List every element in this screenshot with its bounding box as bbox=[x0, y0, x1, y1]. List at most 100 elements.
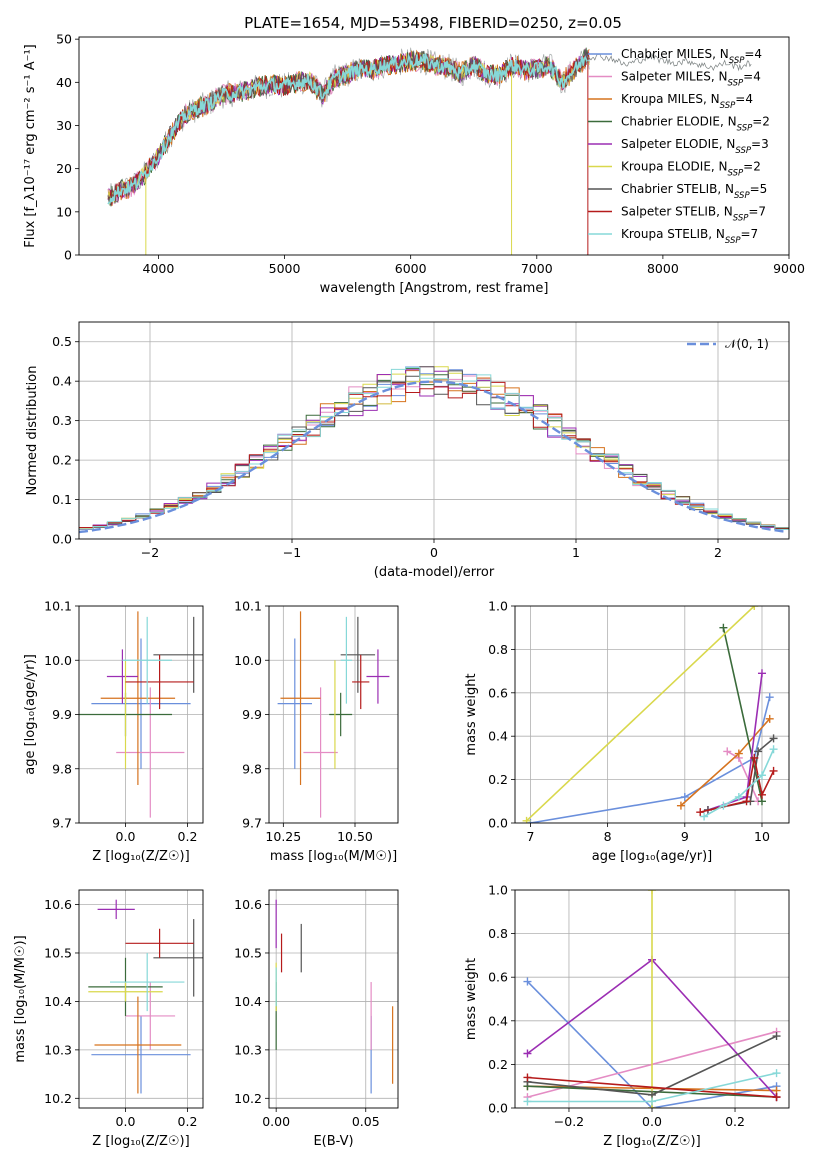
y-tick-label: 0.0 bbox=[52, 532, 72, 547]
spectrum-line bbox=[107, 52, 590, 205]
legend-entry: Salpeter STELIB, NSSP=7 bbox=[621, 205, 766, 224]
x-axis-label: Z [log₁₀(Z/Z☉)] bbox=[92, 849, 189, 864]
legend-entry: Chabrier STELIB, NSSP=5 bbox=[621, 182, 767, 201]
y-axis-label: mass weight bbox=[464, 673, 479, 755]
x-tick-label: 7 bbox=[526, 829, 534, 844]
legend-entry: Kroupa STELIB, NSSP=7 bbox=[621, 227, 758, 246]
legend-entry: 𝒩(0, 1) bbox=[725, 337, 769, 351]
x-tick-label: 4000 bbox=[143, 261, 175, 276]
weight-marker bbox=[680, 792, 689, 801]
y-tick-label: 30 bbox=[56, 118, 72, 133]
x-tick-label: 0.0 bbox=[116, 1114, 136, 1129]
x-tick-label: 0 bbox=[430, 545, 438, 560]
y-tick-label: 0.4 bbox=[488, 1013, 508, 1028]
axes-frame bbox=[268, 889, 399, 1109]
x-axis-label: wavelength [Angstrom, rest frame] bbox=[320, 281, 549, 296]
age_vs_mass-panel: 10.25 10.50 9.7 9.8 9.9 10.0 10.1 mass [log₁₀(M… bbox=[234, 599, 399, 864]
axes-frame bbox=[78, 321, 790, 540]
data-point bbox=[100, 611, 176, 786]
plot-layer: 4000 5000 6000 7000 8000 900001020304050wavel… bbox=[13, 32, 805, 1149]
y-tick-label: 0.8 bbox=[488, 642, 508, 657]
x-tick-label: 7000 bbox=[521, 261, 553, 276]
normal-reference-curve bbox=[79, 380, 787, 534]
x-tick-label: 10.50 bbox=[337, 829, 373, 844]
y-axis-label: age [log₁₀(age/yr)] bbox=[23, 654, 38, 775]
data-point bbox=[277, 638, 312, 769]
age_vs_mass-plot-area bbox=[269, 606, 398, 823]
weight-marker bbox=[769, 766, 778, 775]
weight-marker bbox=[523, 1097, 532, 1106]
data-point bbox=[116, 687, 185, 818]
weight-marker bbox=[719, 801, 728, 810]
y-tick-label: 0.2 bbox=[488, 1057, 508, 1072]
weight-marker bbox=[696, 808, 705, 817]
data-point bbox=[352, 654, 370, 710]
weight-marker bbox=[765, 693, 774, 702]
y-tick-label: 0.4 bbox=[488, 729, 508, 744]
x-tick-label: −0.2 bbox=[554, 1114, 584, 1129]
x-tick-label: 0.05 bbox=[352, 1114, 380, 1129]
x-tick-label: 10 bbox=[754, 829, 770, 844]
y-tick-label: 9.7 bbox=[242, 816, 262, 831]
weight-marker bbox=[734, 792, 743, 801]
weight-marker bbox=[523, 977, 532, 986]
y-tick-label: 50 bbox=[56, 32, 72, 47]
data-point bbox=[91, 638, 191, 769]
weight-marker bbox=[719, 623, 728, 632]
x-axis-label: E(B-V) bbox=[313, 1134, 353, 1149]
data-point bbox=[125, 654, 194, 710]
data-point bbox=[88, 982, 163, 1002]
y-tick-label: 0.4 bbox=[52, 374, 72, 389]
data-point bbox=[125, 982, 176, 1050]
axes-frame bbox=[514, 605, 790, 824]
x-tick-label: −2 bbox=[141, 545, 159, 560]
y-tick-label: 40 bbox=[56, 75, 72, 90]
y-tick-label: 10.4 bbox=[234, 994, 262, 1009]
y-tick-label: 9.9 bbox=[242, 707, 262, 722]
x-axis-label: Z [log₁₀(Z/Z☉)] bbox=[92, 1134, 189, 1149]
data-point bbox=[106, 649, 138, 704]
x-tick-label: 0.2 bbox=[178, 829, 198, 844]
x-tick-label: 0.00 bbox=[262, 1114, 290, 1129]
residual-legend: 𝒩(0, 1) bbox=[687, 337, 769, 351]
y-tick-label: 0.3 bbox=[52, 413, 72, 428]
y-tick-label: 0 bbox=[64, 248, 72, 263]
axes-frame bbox=[78, 605, 204, 824]
x-tick-label: 10.25 bbox=[265, 829, 301, 844]
residual-histogram bbox=[79, 367, 789, 530]
y-tick-label: 10.0 bbox=[234, 653, 262, 668]
x-tick-label: 5000 bbox=[269, 261, 301, 276]
weight-marker bbox=[772, 1093, 781, 1102]
y-tick-label: 20 bbox=[56, 161, 72, 176]
weight-marker bbox=[648, 890, 656, 894]
age_vs_Z-plot-area bbox=[79, 606, 203, 823]
y-tick-label: 10 bbox=[56, 204, 72, 219]
axes-frame bbox=[514, 889, 790, 1109]
legend-entry: Chabrier ELODIE, NSSP=2 bbox=[621, 115, 770, 134]
y-tick-label: 1.0 bbox=[488, 883, 508, 898]
residual_hist-panel: −2 −1 0 1 2 0.0 0.1 0.2 0.3 0.4 0.5 (data-model)/er… bbox=[25, 321, 790, 580]
y-tick-label: 10.4 bbox=[44, 994, 72, 1009]
y-tick-label: 10.5 bbox=[234, 945, 262, 960]
data-point bbox=[366, 649, 390, 704]
data-point bbox=[280, 611, 321, 786]
y-tick-label: 10.0 bbox=[44, 653, 72, 668]
weight-marker bbox=[742, 797, 751, 806]
weight-marker bbox=[769, 745, 778, 754]
legend-entry: Kroupa MILES, NSSP=4 bbox=[621, 92, 753, 111]
weight-marker bbox=[769, 734, 778, 743]
x-tick-label: 0.2 bbox=[725, 1114, 745, 1129]
y-tick-label: 0.1 bbox=[52, 492, 72, 507]
x-tick-label: 2 bbox=[714, 545, 722, 560]
y-tick-label: 9.9 bbox=[52, 707, 72, 722]
weight-marker bbox=[734, 749, 743, 758]
weight-marker bbox=[676, 801, 685, 810]
data-point bbox=[329, 692, 353, 737]
weight-marker bbox=[723, 747, 732, 756]
axes-frame bbox=[78, 36, 790, 256]
data-point bbox=[125, 928, 194, 958]
y-tick-label: 10.2 bbox=[44, 1091, 72, 1106]
y-tick-label: 10.2 bbox=[234, 1091, 262, 1106]
